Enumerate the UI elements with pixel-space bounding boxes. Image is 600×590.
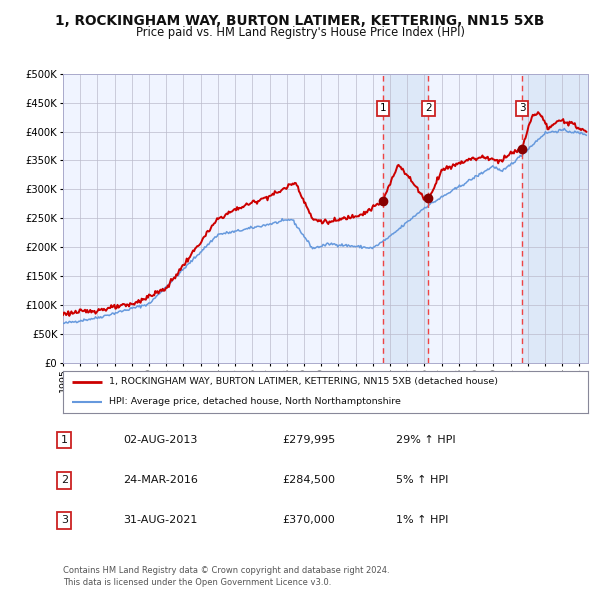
Text: 02-AUG-2013: 02-AUG-2013 [123, 435, 197, 445]
Text: £284,500: £284,500 [282, 476, 335, 485]
Text: Contains HM Land Registry data © Crown copyright and database right 2024.
This d: Contains HM Land Registry data © Crown c… [63, 566, 389, 587]
Text: 1: 1 [380, 103, 386, 113]
Text: 2: 2 [425, 103, 432, 113]
Bar [383, 74, 428, 363]
Text: 29% ↑ HPI: 29% ↑ HPI [396, 435, 455, 445]
Text: 24-MAR-2016: 24-MAR-2016 [123, 476, 198, 485]
Text: 3: 3 [61, 516, 68, 525]
Text: 1% ↑ HPI: 1% ↑ HPI [396, 516, 448, 525]
Text: 1, ROCKINGHAM WAY, BURTON LATIMER, KETTERING, NN15 5XB (detached house): 1, ROCKINGHAM WAY, BURTON LATIMER, KETTE… [109, 378, 498, 386]
Text: £370,000: £370,000 [282, 516, 335, 525]
Text: Price paid vs. HM Land Registry's House Price Index (HPI): Price paid vs. HM Land Registry's House … [136, 26, 464, 39]
Text: 31-AUG-2021: 31-AUG-2021 [123, 516, 197, 525]
Text: HPI: Average price, detached house, North Northamptonshire: HPI: Average price, detached house, Nort… [109, 397, 401, 406]
Text: 1: 1 [61, 435, 68, 445]
Text: 3: 3 [519, 103, 526, 113]
Text: £279,995: £279,995 [282, 435, 335, 445]
Bar [522, 74, 588, 363]
Text: 1, ROCKINGHAM WAY, BURTON LATIMER, KETTERING, NN15 5XB: 1, ROCKINGHAM WAY, BURTON LATIMER, KETTE… [55, 14, 545, 28]
Text: 5% ↑ HPI: 5% ↑ HPI [396, 476, 448, 485]
Text: 2: 2 [61, 476, 68, 485]
